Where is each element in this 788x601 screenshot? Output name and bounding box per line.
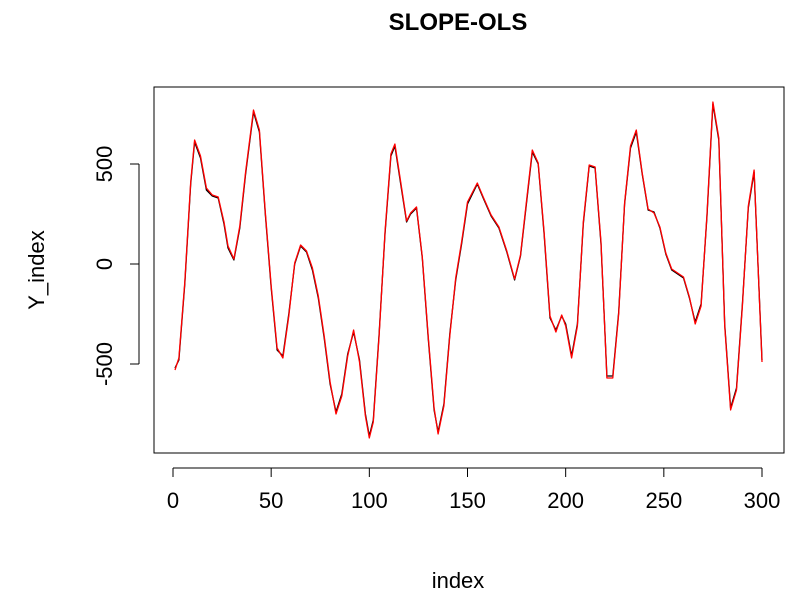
x-tick-label: 200 bbox=[547, 488, 584, 513]
chart-title: SLOPE-OLS bbox=[389, 9, 528, 36]
plot-box bbox=[153, 86, 785, 454]
y-tick-label: 500 bbox=[92, 146, 117, 183]
x-tick-label: 50 bbox=[259, 488, 283, 513]
x-tick-label: 0 bbox=[167, 488, 179, 513]
y-tick-label: -500 bbox=[92, 342, 117, 386]
x-tick-label: 150 bbox=[449, 488, 486, 513]
x-tick-label: 100 bbox=[351, 488, 388, 513]
x-axis-label: index bbox=[432, 568, 485, 593]
series-line-2 bbox=[174, 101, 763, 439]
y-axis-label: Y_index bbox=[24, 230, 49, 310]
x-tick-label: 300 bbox=[744, 488, 781, 513]
y-tick-label: 0 bbox=[92, 258, 117, 270]
x-tick-label: 250 bbox=[645, 488, 682, 513]
y-axis: -500 0 500 bbox=[92, 146, 140, 386]
x-axis: 0 50 100 150 200 250 300 bbox=[167, 467, 781, 513]
series-layer bbox=[174, 101, 763, 439]
